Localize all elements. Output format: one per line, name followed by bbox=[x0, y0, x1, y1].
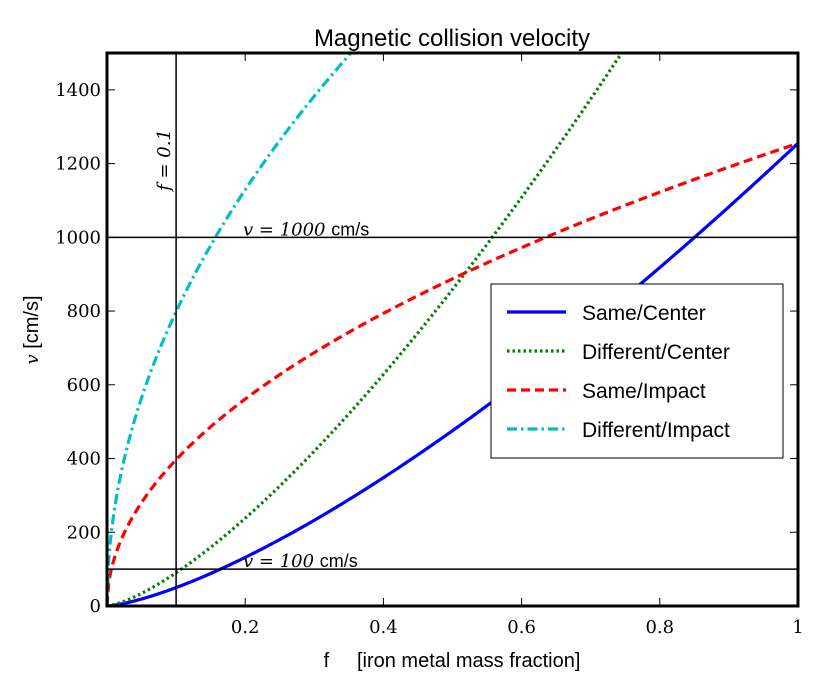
x-tick-label: 0.4 bbox=[369, 617, 398, 638]
x-tick-label: 1 bbox=[792, 617, 803, 638]
y-tick-label: 200 bbox=[67, 522, 101, 543]
axis-ticks: 0.2 0.4 0.6 0.8 1 0 200 400 600 800 1000 1200 1400 bbox=[55, 53, 804, 638]
x-tick-label: 0.2 bbox=[231, 617, 260, 638]
reference-lines: v = 1000 cm/s v = 100 cm/s f = 0.1 bbox=[107, 53, 798, 606]
legend-label-2: Same/Impact bbox=[582, 380, 706, 403]
y-tick-label: 1400 bbox=[55, 80, 101, 101]
plot-lines bbox=[107, 53, 798, 606]
x-tick-label: 0.6 bbox=[507, 617, 536, 638]
legend: Same/Center Different/Center Same/Impact Di… bbox=[490, 283, 784, 459]
x-axis-label: f [iron metal mass fraction] bbox=[324, 650, 581, 672]
y-tick-label: 400 bbox=[67, 449, 101, 470]
x-tick-label: 0.8 bbox=[645, 617, 674, 638]
y-axis-label-var: v bbox=[22, 354, 43, 364]
chart-title: Magnetic collision velocity bbox=[314, 25, 590, 52]
legend-label-0: Same/Center bbox=[582, 302, 706, 325]
series-line-1 bbox=[107, 53, 624, 606]
legend-label-3: Different/Impact bbox=[582, 419, 730, 442]
y-tick-label: 1000 bbox=[55, 227, 101, 248]
y-tick-label: 0 bbox=[90, 596, 101, 617]
y-axis-label: v [cm/s] bbox=[21, 295, 43, 364]
y-tick-label: 600 bbox=[67, 375, 101, 396]
legend-label-1: Different/Center bbox=[582, 341, 730, 364]
plot-frame bbox=[105, 51, 800, 608]
series-line-2 bbox=[107, 141, 798, 606]
y-axis-label-unit: [cm/s] bbox=[21, 295, 43, 354]
reference-label-h-1: v = 100 cm/s bbox=[243, 551, 358, 572]
y-tick-label: 1200 bbox=[55, 154, 101, 175]
reference-label-h-0: v = 1000 cm/s bbox=[243, 219, 369, 240]
reference-label-v-0: f = 0.1 bbox=[154, 129, 175, 193]
y-tick-label: 800 bbox=[67, 301, 101, 322]
series-line-0 bbox=[107, 142, 798, 606]
